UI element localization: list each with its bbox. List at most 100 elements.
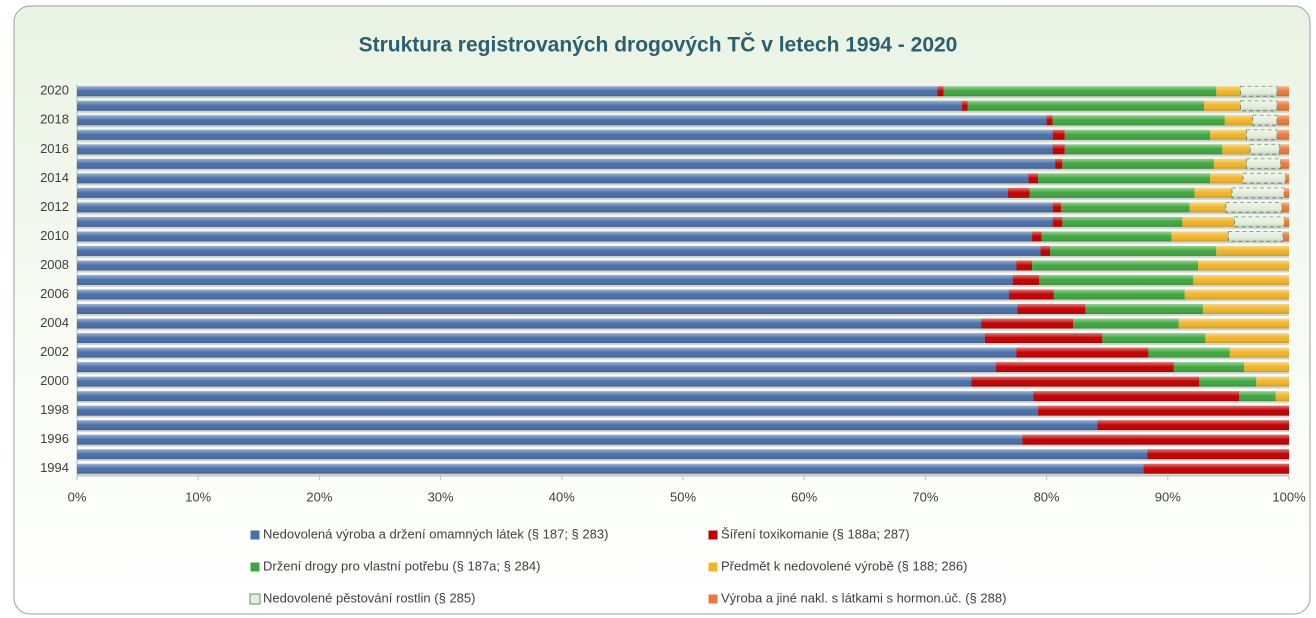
bar-shine [77, 376, 972, 387]
bar-shine [967, 100, 1205, 111]
bar-shine [1240, 100, 1277, 111]
bar-shine [995, 362, 1174, 373]
x-tick-label: 70% [912, 489, 938, 504]
bar-shine [1085, 304, 1203, 314]
y-tick-label: 2012 [40, 199, 69, 214]
bar-shine [1148, 347, 1230, 358]
y-tick-label: 2014 [40, 170, 69, 185]
bar-shine [1234, 216, 1285, 227]
legend-swatch [707, 593, 719, 605]
bar-shine [77, 333, 985, 344]
bar-shine [1009, 289, 1054, 300]
legend-swatch [249, 561, 261, 573]
bar-shine [1281, 202, 1289, 213]
bar-shine [77, 202, 1053, 213]
bar-shine [1007, 187, 1030, 198]
bar-shine [77, 260, 1017, 271]
bar-shine [77, 289, 1010, 300]
bar-shine [1033, 391, 1240, 402]
bar-shine [1275, 391, 1289, 402]
bar-shine [1064, 129, 1211, 140]
bar-shine [1055, 158, 1063, 169]
bar-shine [1064, 144, 1223, 155]
bar-shine [1222, 144, 1251, 155]
bar-shine [1041, 231, 1172, 242]
bar-shine [1022, 434, 1289, 445]
bar-shine [1173, 362, 1245, 373]
bar-shine [1224, 115, 1253, 126]
legend-label: Šíření toxikomanie (§ 188a; 287) [721, 526, 910, 541]
bar-shine [77, 304, 1018, 314]
bar-shine [1205, 333, 1289, 344]
bar-shine [1073, 318, 1179, 329]
bar-shine [1239, 391, 1276, 402]
y-tick-label: 2010 [40, 228, 69, 243]
bar-shine [1016, 260, 1033, 271]
bar-shine [1052, 129, 1065, 140]
bar-shine [1194, 187, 1233, 198]
bar-shine [1147, 449, 1289, 460]
bar-shine [1040, 246, 1051, 256]
bar-shine [1242, 173, 1286, 184]
bar-shine [1282, 231, 1289, 242]
y-tick-label: 2006 [40, 286, 69, 301]
bar-shine [1052, 202, 1062, 213]
bar-shine [77, 115, 1047, 126]
legend-swatch [249, 529, 261, 541]
bar-shine [77, 86, 938, 97]
bar-shine [1276, 100, 1289, 111]
bar-shine [984, 333, 1103, 344]
bar-shine [1279, 144, 1289, 155]
bar-shine [1046, 115, 1053, 126]
bar-shine [1225, 202, 1282, 213]
bar-shine [1050, 246, 1217, 256]
bar-shine [971, 376, 1200, 387]
bar-shine [1052, 115, 1225, 126]
bar-shine [1038, 405, 1289, 416]
legend-swatch [707, 529, 719, 541]
y-tick-label: 2000 [40, 373, 69, 388]
bar-shine [77, 391, 1034, 402]
bar-shine [1276, 115, 1289, 126]
bar-shine [77, 129, 1053, 140]
bar-shine [77, 275, 1013, 285]
bar-shine [1276, 129, 1289, 140]
bar-shine [1204, 100, 1241, 111]
bar-shine [1284, 187, 1289, 198]
y-tick-label: 2004 [40, 315, 69, 330]
y-tick-label: 1998 [40, 402, 69, 417]
bar-shine [77, 434, 1023, 445]
bar-shine [1250, 144, 1280, 155]
bar-shine [1061, 202, 1190, 213]
bar-shine [1246, 129, 1277, 140]
x-tick-label: 80% [1034, 489, 1060, 504]
legend-label: Výroba a jiné nakl. s látkami s hormon.ú… [721, 590, 1006, 605]
y-tick-label: 2020 [40, 83, 69, 98]
x-tick-label: 0% [68, 489, 87, 504]
bar-shine [1252, 115, 1277, 126]
bar-shine [1062, 216, 1183, 227]
x-tick-label: 30% [428, 489, 454, 504]
bar-shine [1053, 289, 1185, 300]
bar-shine [77, 362, 996, 373]
bar-shine [1032, 231, 1042, 242]
bar-shine [1029, 187, 1195, 198]
bar-shine [1246, 158, 1281, 169]
bar-shine [1038, 173, 1211, 184]
bar-shine [1184, 289, 1289, 300]
bar-shine [1039, 275, 1194, 285]
x-tick-label: 100% [1272, 489, 1306, 504]
bar-shine [1016, 347, 1149, 358]
bar-shine [1182, 216, 1235, 227]
bar-shine [937, 86, 944, 97]
x-tick-label: 50% [670, 489, 696, 504]
y-tick-label: 2016 [40, 141, 69, 156]
bar-shine [77, 144, 1053, 155]
bar-shine [1189, 202, 1226, 213]
bar-shine [1244, 362, 1289, 373]
bar-shine [1032, 260, 1199, 271]
legend-swatch [707, 561, 719, 573]
bar-shine [1216, 246, 1289, 256]
